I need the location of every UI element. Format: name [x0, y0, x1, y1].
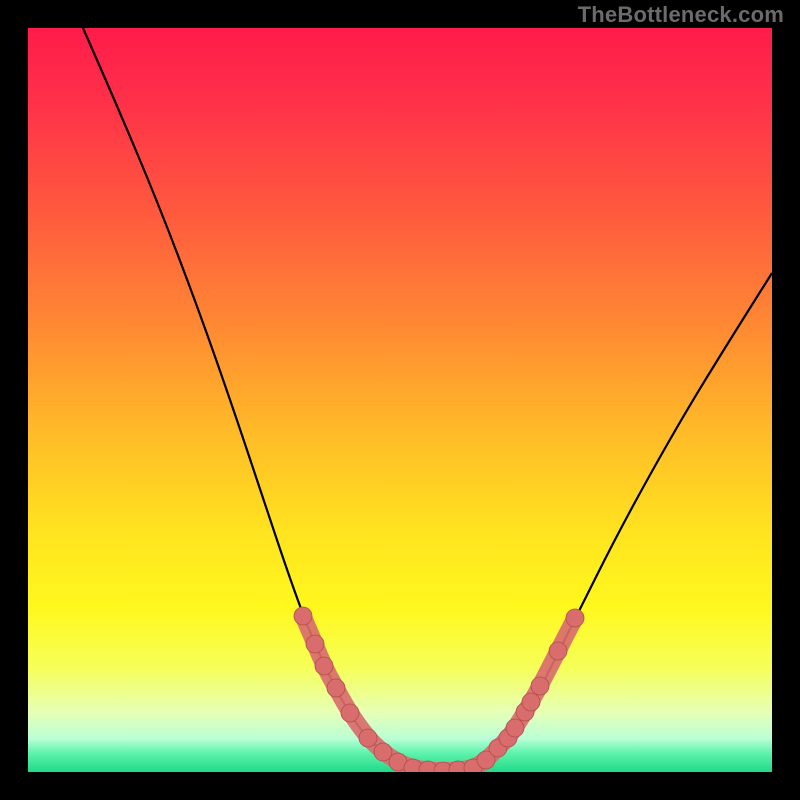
markers-group [294, 607, 584, 772]
marker-layer [28, 28, 772, 772]
marker-point [566, 609, 584, 627]
marker-point [374, 743, 392, 761]
watermark-text: TheBottleneck.com [578, 2, 784, 28]
marker-point [522, 693, 540, 711]
marker-point [359, 729, 377, 747]
marker-point [327, 679, 345, 697]
marker-point [341, 704, 359, 722]
marker-point [506, 719, 524, 737]
marker-point [294, 607, 312, 625]
plot-area [28, 28, 772, 772]
marker-point [306, 635, 324, 653]
marker-point [549, 642, 567, 660]
marker-point [315, 657, 333, 675]
marker-point [531, 677, 549, 695]
